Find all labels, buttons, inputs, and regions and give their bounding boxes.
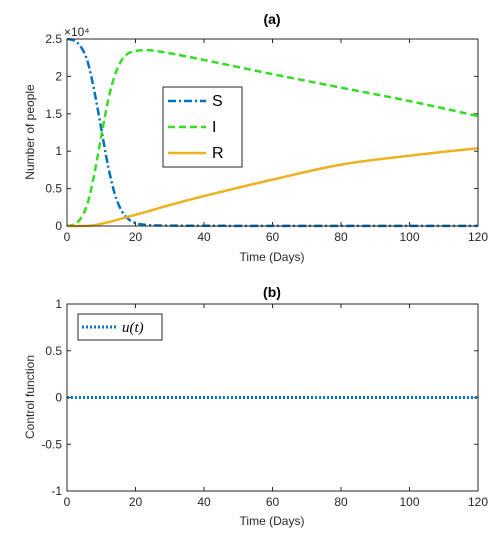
y-tick-label: -0.5 bbox=[41, 437, 62, 451]
panel-a-legend: SIR bbox=[162, 86, 243, 168]
y-tick-label: 1 bbox=[55, 297, 62, 311]
x-tick-label: 120 bbox=[468, 230, 488, 244]
series-line-i bbox=[66, 48, 479, 228]
y-tick-label: 1.5 bbox=[45, 107, 62, 121]
y-tick-label: 0 bbox=[55, 391, 62, 405]
series-line-s bbox=[66, 37, 478, 228]
legend-label: I bbox=[212, 119, 216, 136]
panel-a-ylabel: Number of people bbox=[23, 84, 37, 180]
x-tick-label: 60 bbox=[266, 230, 280, 244]
y-tick-label: 0 bbox=[55, 219, 62, 233]
y-tick-label: 0.5 bbox=[45, 344, 62, 358]
panel-a-exponent-label: ×10⁴ bbox=[64, 25, 90, 39]
y-tick-label: 2.5 bbox=[45, 32, 62, 46]
x-tick-label: 60 bbox=[266, 495, 280, 509]
x-tick-label: 100 bbox=[399, 495, 419, 509]
x-tick-label: 80 bbox=[334, 495, 348, 509]
x-tick-label: 40 bbox=[197, 230, 211, 244]
panel-b-xlabel: Time (Days) bbox=[240, 514, 305, 528]
panel-b-legend: u(t) bbox=[77, 313, 163, 341]
x-tick-label: 40 bbox=[197, 495, 211, 509]
panel-b-title: (b) bbox=[263, 284, 281, 300]
panel-a-title: (a) bbox=[263, 11, 280, 27]
y-tick-label: -1 bbox=[51, 484, 62, 498]
panel-b: (b) Control function Time (Days) 0 20 40 60… bbox=[23, 284, 488, 528]
x-tick-label: 0 bbox=[64, 230, 71, 244]
panel-a: (a) ×10⁴ Number of people Time (Days) 0 2… bbox=[23, 11, 488, 264]
x-tick-label: 0 bbox=[64, 495, 71, 509]
y-tick-label: 2 bbox=[55, 69, 62, 83]
panel-b-axes-box bbox=[66, 303, 479, 492]
legend-label: u(t) bbox=[122, 320, 144, 336]
series-line-r bbox=[66, 146, 479, 228]
x-tick-label: 120 bbox=[468, 495, 488, 509]
legend-label: R bbox=[212, 145, 224, 162]
panel-a-axes-box bbox=[66, 38, 479, 227]
x-tick-label: 20 bbox=[129, 495, 143, 509]
x-tick-label: 20 bbox=[129, 230, 143, 244]
panel-a-xlabel: Time (Days) bbox=[240, 250, 305, 264]
y-tick-label: 1 bbox=[55, 144, 62, 158]
x-tick-label: 100 bbox=[399, 230, 419, 244]
y-tick-label: 0.5 bbox=[45, 182, 62, 196]
panel-b-ylabel: Control function bbox=[23, 355, 37, 439]
x-tick-label: 80 bbox=[334, 230, 348, 244]
legend-label: S bbox=[212, 93, 223, 110]
